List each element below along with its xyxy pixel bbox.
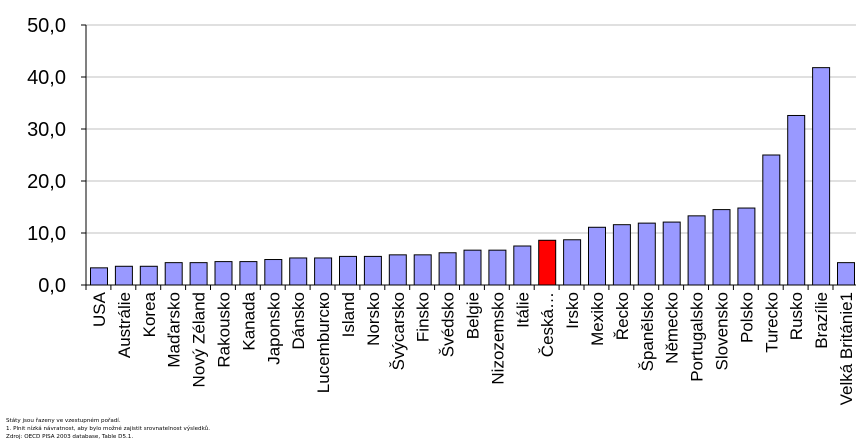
x-category-label: Rakousko xyxy=(215,292,234,368)
x-category-label: Irsko xyxy=(563,292,582,329)
y-tick-label: 40,0 xyxy=(27,67,66,89)
x-category-label: Řecko xyxy=(613,292,632,340)
x-category-label: Nizozemsko xyxy=(488,292,507,385)
bar xyxy=(662,221,681,286)
bar xyxy=(289,257,308,286)
y-tick-label: 10,0 xyxy=(27,223,66,245)
x-category-label: Norsko xyxy=(364,292,383,346)
bar xyxy=(588,226,606,286)
x-category-label: Itálie xyxy=(513,292,532,328)
x-category-label: Česká… xyxy=(538,292,557,357)
bar xyxy=(637,222,656,286)
x-category-label: Slovensko xyxy=(713,292,732,370)
x-category-label: Mexiko xyxy=(588,292,607,346)
bar xyxy=(762,154,781,286)
x-category-label: Brazílie xyxy=(812,292,831,349)
bar xyxy=(363,255,382,286)
x-category-label: Španělsko xyxy=(638,292,657,371)
bar xyxy=(438,252,457,286)
x-category-label: Švýcarsko xyxy=(389,292,408,370)
x-category-label: Německo xyxy=(663,292,682,364)
bar xyxy=(114,265,133,286)
x-category-label: Lucemburско xyxy=(314,292,333,393)
bar xyxy=(314,257,333,286)
bar xyxy=(189,262,208,286)
x-category-label: Maďarsko xyxy=(165,292,184,368)
x-category-label: Belgie xyxy=(464,292,483,339)
bars xyxy=(90,67,855,286)
x-category-label: Austrálie xyxy=(115,292,134,358)
bar xyxy=(812,67,831,286)
bar xyxy=(538,239,557,286)
bar xyxy=(339,255,357,286)
bar xyxy=(139,265,158,286)
x-category-label: USA xyxy=(90,291,109,327)
x-category-label: Rusko xyxy=(787,292,806,340)
y-tick-label: 20,0 xyxy=(27,171,66,193)
x-category-label: Švédsko xyxy=(439,292,458,357)
x-axis-category-labels: USA Austrálie Korea Maďarsko Nový Zéland Rako… xyxy=(90,291,856,405)
bar xyxy=(264,259,283,286)
bar xyxy=(563,239,582,286)
axes xyxy=(81,24,856,290)
bar xyxy=(612,224,631,286)
note-sorting: Státy jsou řazeny ve vzestupném pořadí. xyxy=(6,418,121,424)
x-category-label: Kanada xyxy=(239,291,258,350)
x-category-label: Japonsko xyxy=(264,292,283,365)
x-category-label: Dánsko xyxy=(289,292,308,350)
bar xyxy=(488,249,507,286)
bar xyxy=(787,114,806,286)
x-category-label: Korea xyxy=(140,291,159,337)
y-tick-label: 0,0 xyxy=(38,275,66,297)
bar xyxy=(239,261,258,286)
gridlines xyxy=(86,24,856,234)
bar xyxy=(687,215,706,286)
bar xyxy=(737,207,756,286)
bar xyxy=(712,209,731,286)
x-category-label: Finsko xyxy=(414,292,433,342)
x-category-label: Turecko xyxy=(762,292,781,353)
bar xyxy=(164,262,183,286)
note-source: Zdroj: OECD PISA 2003 database, Table D5… xyxy=(6,434,134,440)
bar xyxy=(837,262,855,286)
x-category-label: Island xyxy=(339,292,358,337)
bar xyxy=(513,245,532,286)
x-category-label: Portugalsko xyxy=(688,292,707,382)
y-axis-tick-labels: 0,0 10,0 20,0 30,0 40,0 50,0 xyxy=(27,15,66,297)
bar xyxy=(214,261,233,286)
note-footnote: 1. Plnit nízká návratnost, aby bylo možn… xyxy=(6,426,211,432)
bar xyxy=(90,267,108,286)
y-tick-label: 50,0 xyxy=(27,15,66,37)
x-category-label: Polsko xyxy=(737,292,756,343)
x-category-label: Nový Zéland xyxy=(190,292,209,387)
bar xyxy=(463,249,482,286)
y-tick-label: 30,0 xyxy=(27,119,66,141)
bar xyxy=(388,254,407,286)
x-category-label: Velká Británie1 xyxy=(837,292,856,405)
bar xyxy=(413,254,432,286)
